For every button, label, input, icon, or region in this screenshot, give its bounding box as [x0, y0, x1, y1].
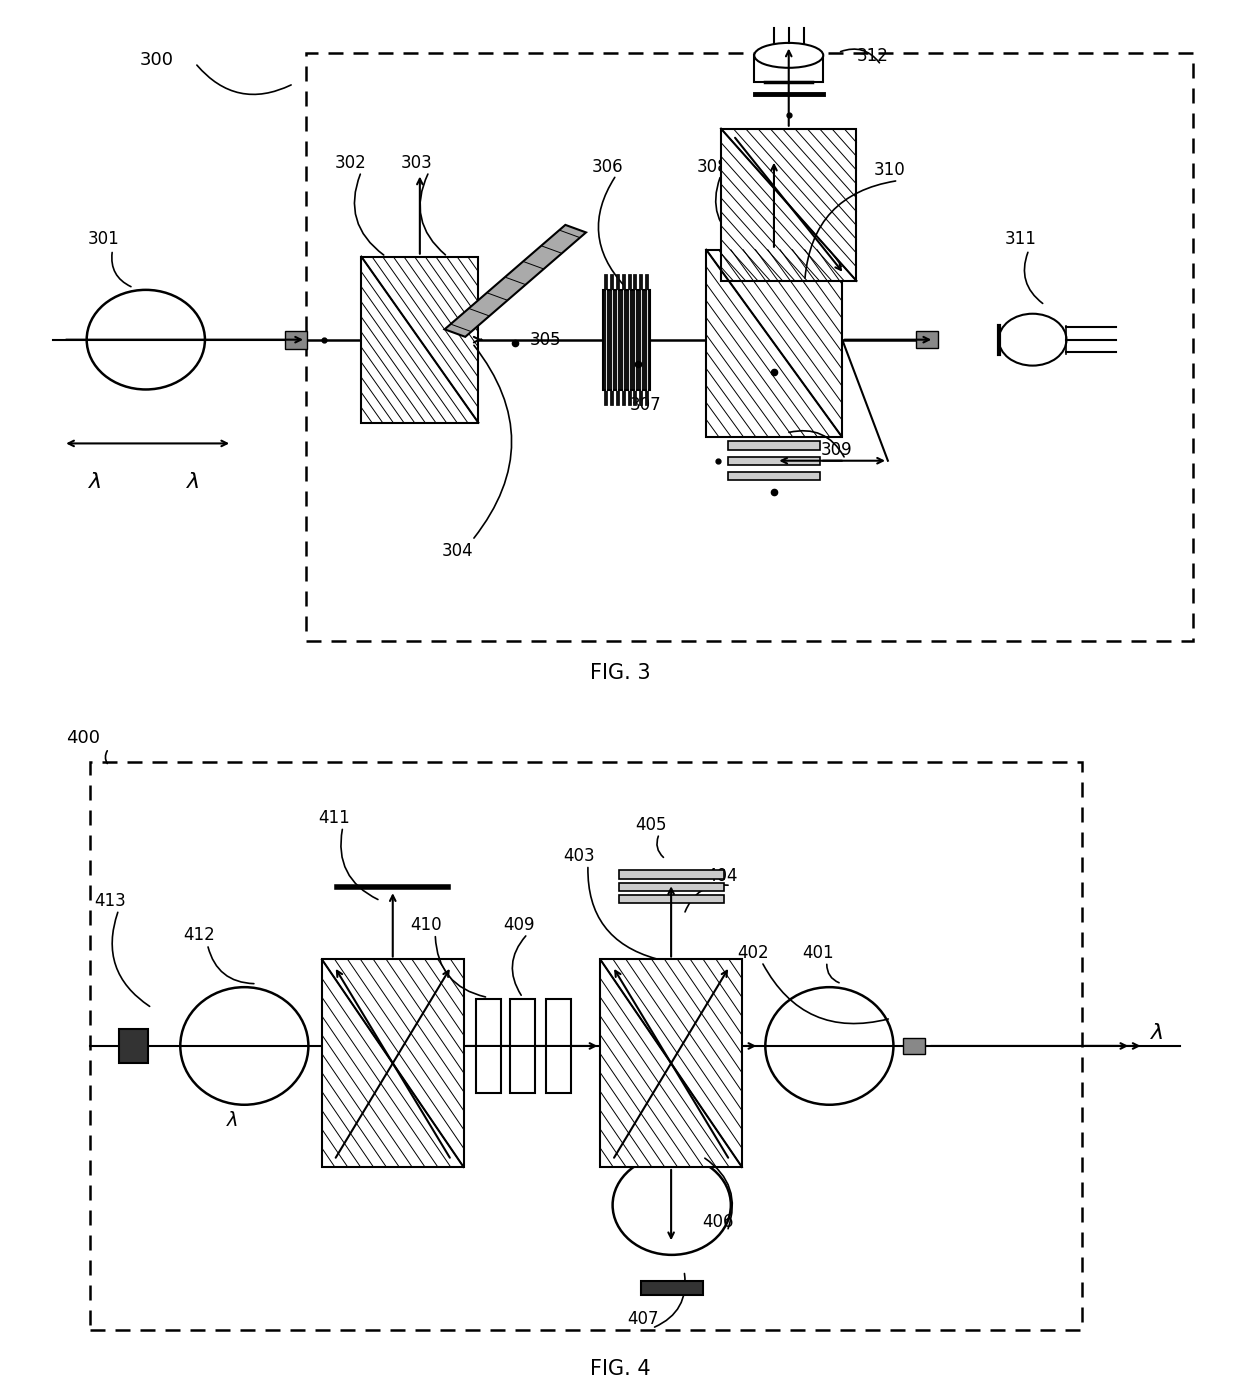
Text: 309: 309	[821, 441, 852, 459]
Bar	[620, 895, 724, 903]
Text: 306: 306	[591, 158, 624, 176]
Bar	[476, 1000, 501, 1093]
Text: 303: 303	[401, 155, 433, 172]
Bar	[915, 331, 937, 348]
Text: FIG. 4: FIG. 4	[590, 1358, 650, 1378]
Polygon shape	[445, 225, 587, 336]
Bar	[720, 128, 857, 281]
Bar	[620, 870, 724, 878]
Text: 403: 403	[563, 847, 595, 864]
Text: 412: 412	[182, 927, 215, 944]
Bar	[616, 389, 619, 405]
Text: 407: 407	[627, 1311, 658, 1328]
Text: 401: 401	[802, 944, 835, 962]
Text: FIG. 3: FIG. 3	[590, 663, 650, 683]
Bar	[91, 762, 1081, 1329]
Bar	[627, 274, 631, 289]
Bar	[620, 882, 724, 891]
Text: 404: 404	[707, 867, 738, 885]
Bar	[600, 959, 742, 1167]
Bar	[322, 959, 464, 1167]
Text: 409: 409	[503, 916, 534, 934]
Bar	[610, 274, 613, 289]
Bar	[903, 1039, 925, 1054]
Bar	[119, 1029, 149, 1064]
Bar	[634, 389, 636, 405]
Bar	[707, 250, 842, 437]
Bar	[604, 274, 608, 289]
Text: $\lambda$: $\lambda$	[1149, 1023, 1163, 1043]
Bar	[728, 441, 820, 450]
Text: $\lambda$: $\lambda$	[226, 1110, 238, 1129]
Bar	[621, 389, 625, 405]
Text: 300: 300	[140, 50, 174, 68]
Ellipse shape	[998, 314, 1066, 366]
Bar	[645, 274, 649, 289]
Ellipse shape	[754, 43, 823, 68]
Bar	[728, 456, 820, 465]
Bar	[754, 56, 823, 81]
Bar	[511, 1000, 534, 1093]
Text: 310: 310	[874, 161, 905, 179]
Text: 411: 411	[319, 808, 350, 826]
Bar	[361, 257, 479, 423]
Bar	[634, 274, 636, 289]
Bar	[616, 274, 619, 289]
Bar	[546, 1000, 570, 1093]
Bar	[285, 331, 308, 349]
Bar	[621, 274, 625, 289]
Bar	[640, 389, 642, 405]
Text: 307: 307	[630, 396, 661, 415]
Bar	[610, 389, 613, 405]
Text: 413: 413	[94, 892, 125, 910]
Text: $\lambda$: $\lambda$	[88, 472, 102, 493]
Text: 311: 311	[1004, 230, 1037, 248]
Text: 304: 304	[441, 542, 472, 560]
Text: 405: 405	[635, 815, 666, 833]
Bar	[640, 274, 642, 289]
Bar	[641, 1282, 703, 1295]
Bar	[728, 472, 820, 480]
Bar	[604, 389, 608, 405]
Bar	[627, 389, 631, 405]
Text: 400: 400	[66, 729, 99, 747]
Text: $\lambda$: $\lambda$	[186, 472, 201, 493]
Text: 402: 402	[737, 944, 769, 962]
Bar	[603, 289, 650, 389]
Text: 305: 305	[529, 331, 562, 349]
Text: 406: 406	[703, 1213, 734, 1231]
Text: 302: 302	[335, 155, 366, 172]
Text: 312: 312	[857, 47, 888, 66]
Text: 301: 301	[88, 230, 120, 248]
Bar	[645, 389, 649, 405]
Text: 410: 410	[410, 916, 443, 934]
Text: 308: 308	[697, 158, 728, 176]
Bar	[306, 53, 1193, 641]
